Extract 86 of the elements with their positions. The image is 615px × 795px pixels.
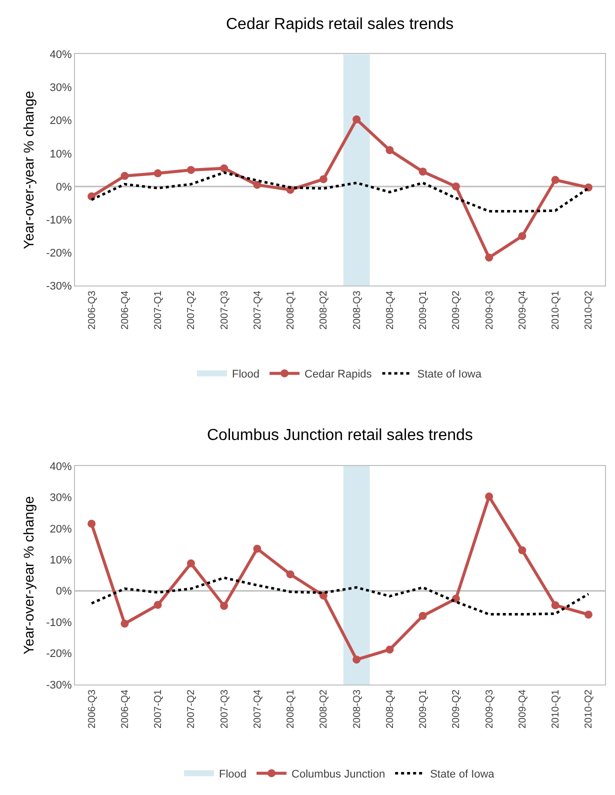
point <box>186 166 195 174</box>
x-tick-label: 2007-Q1 <box>153 689 164 729</box>
x-tick-label: 2009-Q2 <box>451 290 462 330</box>
y-tick-label: -30% <box>46 280 72 293</box>
y-tick-label: 40% <box>50 49 72 62</box>
point <box>220 602 228 610</box>
point <box>386 146 394 154</box>
point <box>88 520 96 528</box>
y-tick-label: 40% <box>50 460 72 473</box>
x-tick-label: 2006-Q3 <box>86 689 98 729</box>
y-axis-title: Year-over-year % change <box>20 496 37 654</box>
point <box>352 115 361 124</box>
point <box>319 175 328 184</box>
x-tick-label: 2010-Q2 <box>584 290 595 330</box>
point <box>386 646 394 654</box>
x-tick-label: 2006-Q3 <box>86 290 98 330</box>
x-tick-label: 2008-Q4 <box>384 290 396 330</box>
point <box>253 544 262 553</box>
x-tick-label: 2007-Q3 <box>219 290 230 330</box>
point <box>120 172 129 180</box>
point <box>220 164 228 172</box>
x-tick-label: 2009-Q4 <box>517 290 528 330</box>
point <box>485 254 494 262</box>
point <box>186 559 195 568</box>
x-tick-label: 2010-Q1 <box>550 689 562 729</box>
point <box>452 182 460 190</box>
x-tick-label: 2008-Q2 <box>318 689 330 729</box>
x-tick-label: 2007-Q2 <box>186 290 198 330</box>
point <box>319 592 328 600</box>
legend-label: Cedar Rapids <box>304 368 372 381</box>
y-tick-label: 10% <box>50 554 72 566</box>
y-tick-label: -10% <box>46 616 72 629</box>
point <box>551 176 560 184</box>
point <box>518 546 526 554</box>
point <box>286 570 294 578</box>
x-tick-label: 2008-Q3 <box>352 689 363 729</box>
legend-label: State of Iowa <box>417 368 482 381</box>
point <box>418 612 427 620</box>
y-tick-label: -30% <box>46 679 72 692</box>
x-tick-label: 2010-Q1 <box>550 290 562 330</box>
y-tick-label: 0% <box>56 181 72 194</box>
x-tick-label: 2006-Q4 <box>120 290 131 330</box>
y-tick-label: -10% <box>46 214 72 226</box>
x-tick-label: 2010-Q2 <box>584 689 595 729</box>
x-tick-label: 2007-Q4 <box>252 689 264 729</box>
point <box>253 180 262 189</box>
x-tick-label: 2007-Q2 <box>186 689 198 729</box>
y-tick-label: 30% <box>50 82 72 94</box>
x-tick-label: 2007-Q3 <box>219 689 230 729</box>
x-tick-label: 2008-Q4 <box>384 689 396 729</box>
y-tick-label: 0% <box>56 586 72 598</box>
x-tick-label: 2008-Q3 <box>352 290 363 330</box>
y-tick-label: -20% <box>46 247 72 260</box>
y-tick-label: 20% <box>50 115 72 128</box>
y-axis-title: Year-over-year % change <box>20 90 37 250</box>
chart-title: Cedar Rapids retail sales trends <box>226 16 454 33</box>
point <box>352 656 361 664</box>
point <box>120 620 129 628</box>
y-tick-label: 10% <box>50 148 72 160</box>
x-tick-label: 2009-Q3 <box>484 290 496 330</box>
legend-label: Flood <box>232 368 260 381</box>
x-tick-label: 2009-Q2 <box>451 689 462 729</box>
point <box>584 610 592 619</box>
point <box>154 600 162 609</box>
point <box>418 168 427 176</box>
x-tick-label: 2006-Q4 <box>120 689 131 729</box>
x-tick-label: 2007-Q4 <box>252 290 264 330</box>
line-series <box>90 576 590 616</box>
x-tick-label: 2009-Q3 <box>484 689 496 729</box>
x-tick-label: 2007-Q1 <box>153 290 164 330</box>
y-tick-label: -20% <box>46 648 72 660</box>
x-tick-label: 2009-Q1 <box>418 689 430 729</box>
legend-label: Flood <box>219 768 247 781</box>
point <box>518 232 526 240</box>
x-tick-label: 2009-Q1 <box>418 290 430 330</box>
x-tick-label: 2008-Q1 <box>286 689 297 729</box>
chart-title: Columbus Junction retail sales trends <box>207 427 473 444</box>
y-tick-label: 30% <box>50 492 72 504</box>
legend-label: Columbus Junction <box>292 768 386 781</box>
x-tick-label: 2008-Q1 <box>286 290 297 330</box>
x-tick-label: 2009-Q4 <box>517 689 528 729</box>
y-tick-label: 20% <box>50 523 72 536</box>
point <box>154 169 162 178</box>
x-tick-label: 2008-Q2 <box>318 290 330 330</box>
point <box>551 601 560 610</box>
legend-label: State of Iowa <box>430 768 496 781</box>
